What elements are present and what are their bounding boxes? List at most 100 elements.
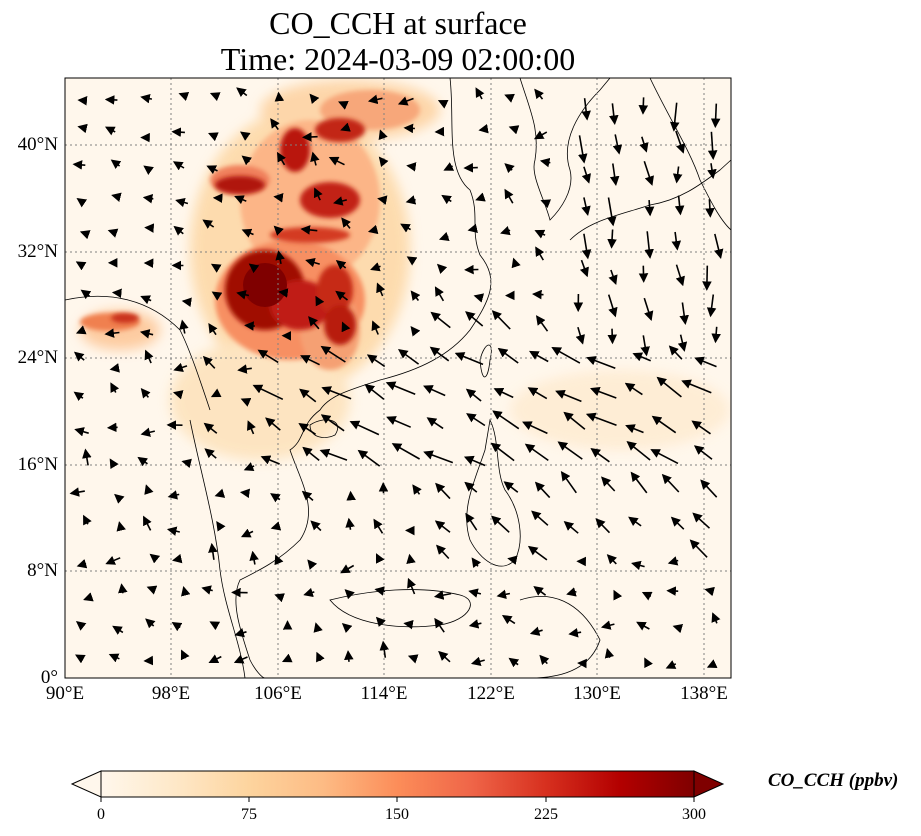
wind-arrow [181,586,191,597]
wind-arrow [281,653,293,663]
wind-arrow [434,520,451,533]
wind-arrow [375,553,385,564]
wind-arrow [435,482,451,500]
wind-arrow [604,648,615,659]
wind-arrow [581,166,591,184]
wind-arrow [607,197,617,227]
wind-arrow [508,657,520,668]
wind-arrow [346,490,356,501]
wind-arrow [624,382,643,396]
wind-arrow [644,200,655,217]
wind-arrow [609,103,619,125]
wind-arrow [316,651,325,663]
lon-label: 114°E [360,683,408,704]
wind-arrow [674,195,685,216]
wind-arrow [302,132,318,142]
wind-arrow [171,622,183,632]
wind-arrow [702,265,712,291]
wind-arrow [74,427,89,437]
wind-arrow [436,263,448,274]
lon-label: 130°E [573,683,621,704]
wind-arrow [77,95,88,106]
wind-arrow [373,518,384,534]
wind-arrow [478,123,489,134]
wind-arrow [677,334,688,352]
wind-arrow [260,455,280,465]
wind-arrow [590,387,617,399]
wind-arrow [341,623,353,634]
wind-arrow [73,391,85,402]
wind-arrow [539,157,551,168]
wind-arrow [704,586,715,597]
wind-arrow [240,528,254,538]
wind-arrow [171,127,185,137]
wind-arrow [466,413,486,427]
wind-arrow [586,356,616,370]
wind-arrow [391,443,420,460]
wind-arrow [534,481,551,499]
wind-arrow [590,448,610,463]
wind-arrow [625,424,644,434]
wind-arrow [234,628,247,638]
wind-arrow [319,448,348,461]
wind-arrow [249,550,259,565]
wind-arrow [172,390,184,400]
wind-arrow [595,518,611,534]
wind-arrow [140,387,151,399]
wind-arrow [75,261,87,271]
wind-arrow [104,126,116,136]
wind-arrow [241,155,253,166]
wind-arrow [672,166,683,184]
wind-arrow [328,156,345,166]
wind-arrow [470,656,485,666]
wind-arrow [257,349,279,364]
wind-arrow [310,151,320,166]
wind-arrow [691,420,711,435]
wind-arrow [333,196,347,206]
map-title: CO_CCH at surface [269,5,527,41]
wind-arrow [106,422,118,433]
wind-arrow [568,627,582,638]
wind-arrow [298,423,317,435]
wind-arrow [276,151,286,166]
wind-arrow [335,259,347,270]
wind-arrow [114,493,125,504]
wind-arrow [606,554,617,565]
wind-arrow [149,553,161,564]
wind-arrow [491,310,511,330]
wind-arrow [139,329,154,339]
wind-arrow [313,187,323,201]
wind-arrow [239,488,251,499]
wind-arrow [309,93,320,105]
wind-arrow [437,100,449,109]
wind-arrow [410,290,421,301]
wind-arrow [300,355,320,366]
wind-arrow [234,195,247,205]
wind-arrow [667,556,679,566]
wind-arrow [679,302,689,325]
wind-arrow [694,356,717,368]
wind-arrow [504,163,515,174]
wind-arrow [137,456,149,467]
wind-arrow [379,640,390,658]
wind-arrow [661,473,680,493]
wind-arrow [491,515,510,533]
wind-arrow [180,649,190,661]
wind-arrow [705,199,715,218]
wind-arrow [465,388,482,402]
wind-arrow [214,488,226,498]
wind-arrow [144,349,154,364]
wind-arrow [636,621,650,631]
wind-arrow [80,289,92,300]
wind-arrow [313,622,323,633]
wind-arrow [248,263,260,274]
wind-arrow [208,654,222,664]
wind-arrow [315,295,325,307]
wind-arrow [656,376,682,398]
wind-arrow [527,545,548,561]
wind-arrow [535,246,545,261]
wind-arrow [321,386,352,400]
wind-arrow [563,411,586,430]
map-time: Time: 2024-03-09 02:00:00 [220,41,576,77]
